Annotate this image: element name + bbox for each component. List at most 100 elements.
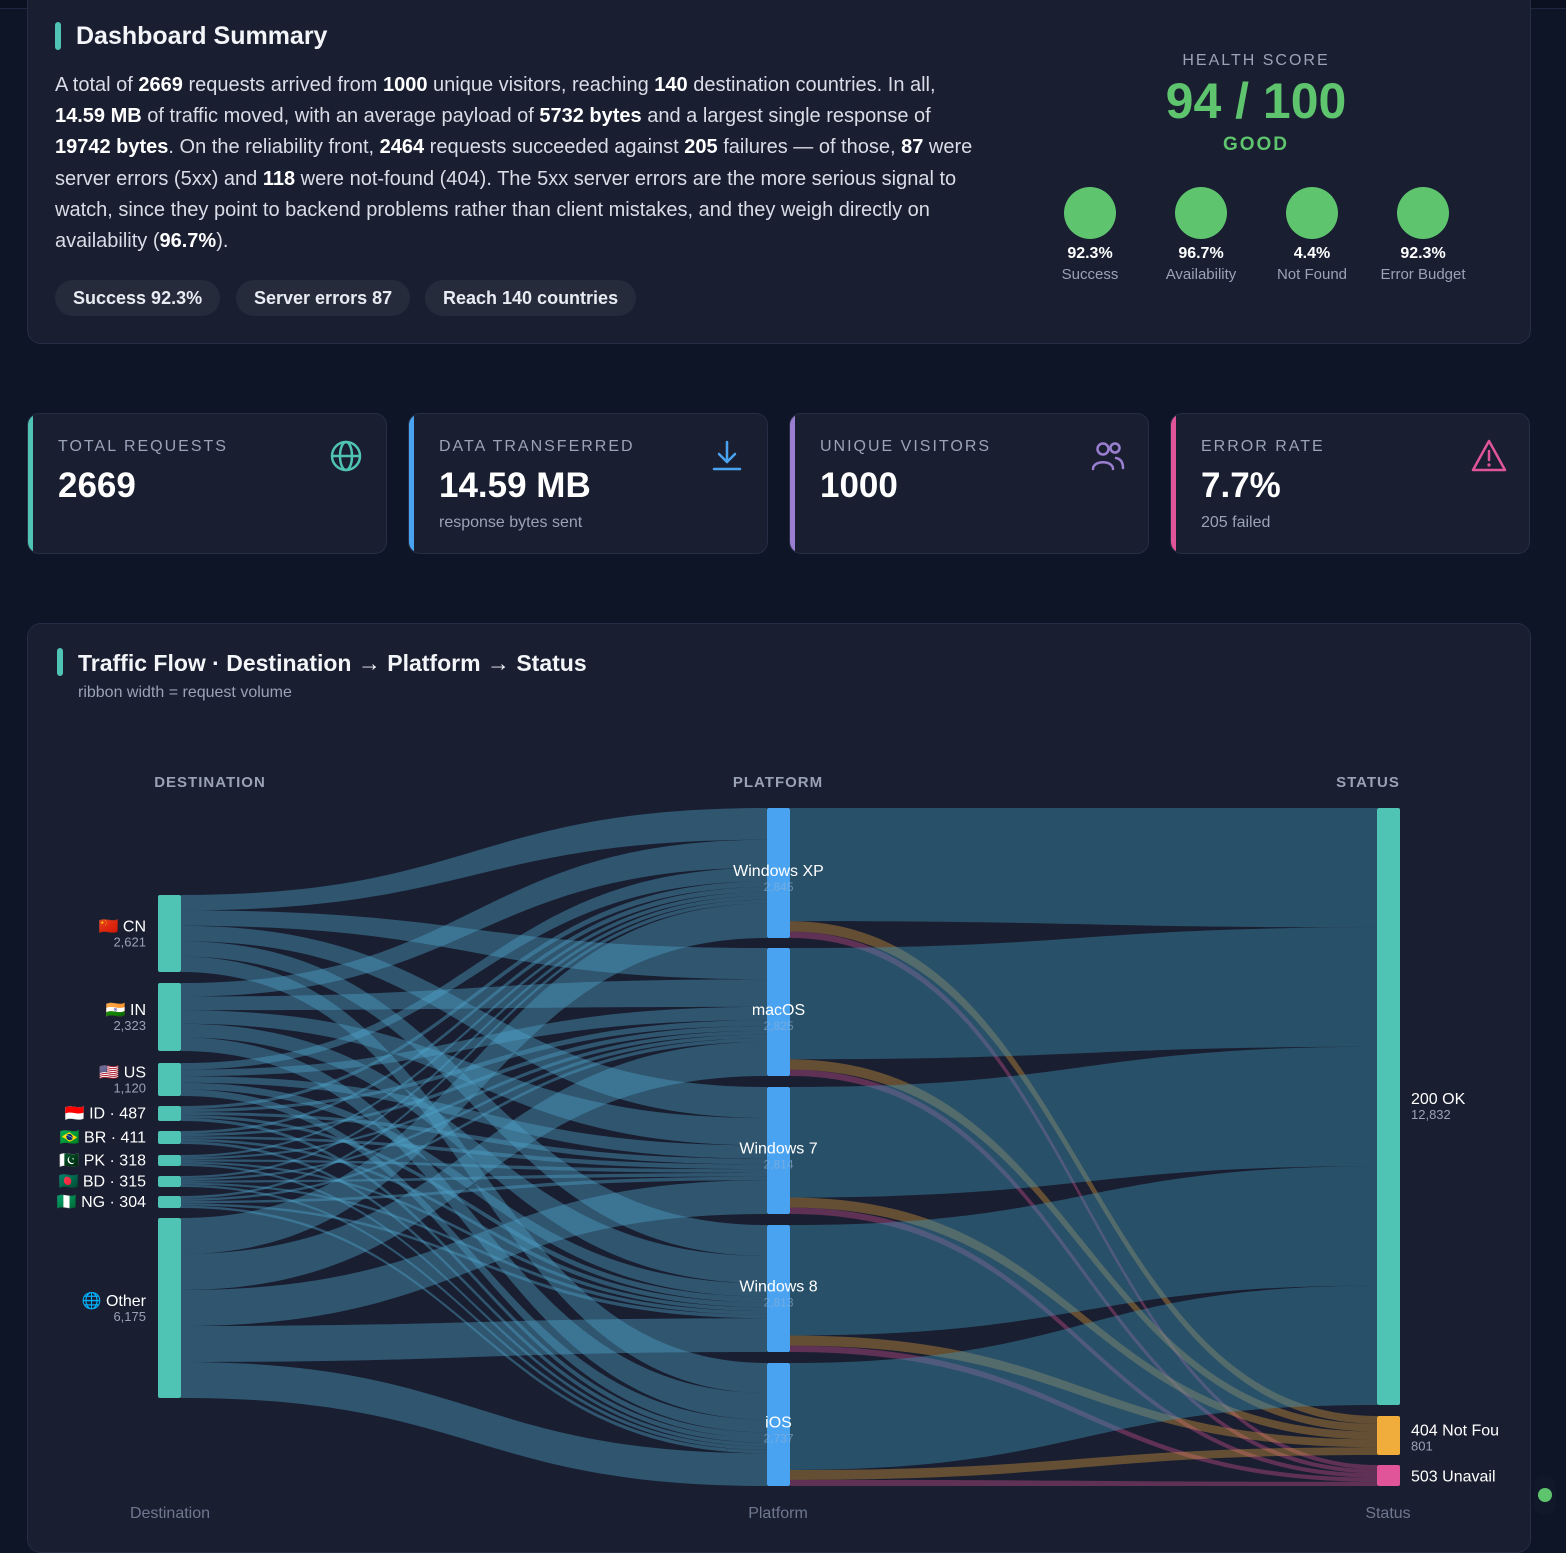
destination-node[interactable] [158,1131,181,1144]
destination-value: 2,621 [113,935,146,950]
flow-ribbon [181,892,767,1158]
column-header: DESTINATION [154,774,266,791]
flow-ribbon [181,1037,767,1420]
card-error-rate: ERROR RATE 7.7% 205 failed [1170,413,1530,554]
gauge-value: 92.3% [1067,245,1113,262]
summary-highlight: 118 [262,167,296,190]
status-indicator-icon [1538,1488,1552,1502]
card-value: 7.7% [1201,466,1281,505]
card-sub: response bytes sent [439,514,583,531]
gauge-not-found: 4.4% Not Found [1257,187,1367,283]
axis-label: Status [1365,1505,1410,1522]
flow-ribbon [790,1046,1377,1198]
destination-node[interactable] [158,1176,181,1187]
platform-node[interactable] [767,1087,790,1214]
card-accent [28,414,33,553]
summary-title: Dashboard Summary [76,22,328,50]
summary-segment: failures — of those, [717,136,902,159]
summary-highlight: 14.59 MB [55,105,142,128]
platform-value: 2,814 [763,1158,793,1172]
pill-success: Success 92.3% [55,280,221,316]
destination-label: 🇳🇬 NG · 304 [57,1193,146,1211]
flow-ribbon [181,867,767,1070]
card-label: ERROR RATE [1201,438,1325,455]
card-label: UNIQUE VISITORS [820,438,992,455]
platform-node[interactable] [767,808,790,938]
flow-ribbon [181,925,767,1118]
destination-node[interactable] [158,1218,181,1398]
flow-ribbon [181,1138,767,1308]
flow-accent-bar [57,648,63,676]
platform-node[interactable] [767,948,790,1076]
gauge-dot [1064,187,1116,239]
warning-icon [1471,439,1507,472]
platform-node[interactable] [767,1225,790,1352]
flow-ribbon [790,931,1377,1470]
flow-ribbon [790,1197,1377,1440]
status-label: 404 Not Fou [1411,1423,1499,1440]
platform-label: macOS [752,1002,805,1019]
status-value: 12,832 [1411,1107,1451,1122]
flow-ribbon [181,1034,767,1181]
destination-node[interactable] [158,1155,181,1166]
destination-label: 🇵🇰 PK · 318 [59,1152,146,1170]
card-accent [409,414,414,553]
status-node[interactable] [1377,1465,1400,1486]
destination-label: 🇺🇸 US [99,1064,146,1082]
destination-node[interactable] [158,895,181,972]
flow-ribbon [181,1030,767,1160]
globe-icon [330,440,362,472]
destination-value: 1,120 [113,1081,146,1096]
platform-node[interactable] [767,1363,790,1486]
status-label: 200 OK [1411,1091,1466,1108]
flow-ribbon [790,1069,1377,1474]
flow-ribbon [181,1184,767,1450]
axis-label: Destination [130,1505,210,1522]
status-node[interactable] [1377,808,1400,1405]
destination-label: 🇮🇳 IN [106,1001,146,1019]
flow-ribbon [790,1345,1377,1482]
card-total-requests: TOTAL REQUESTS 2669 [27,413,387,554]
platform-value: 2,825 [763,1019,793,1033]
destination-node[interactable] [158,1063,181,1096]
summary-accent-bar [55,22,61,50]
card-unique-visitors: UNIQUE VISITORS 1000 [789,413,1149,554]
flow-ribbon [181,1115,767,1303]
gauge-label: Error Budget [1380,266,1466,283]
card-data-transferred: DATA TRANSFERRED 14.59 MB response bytes… [408,413,768,554]
platform-label: iOS [765,1415,792,1432]
flow-ribbon [181,1112,767,1165]
gauge-label: Availability [1165,266,1237,283]
destination-node[interactable] [158,1106,181,1121]
flow-ribbon [790,1335,1377,1448]
summary-segment: . On the reliability front, [168,136,380,159]
destination-node[interactable] [158,983,181,1051]
destination-label: 🇮🇩 ID · 487 [65,1105,146,1123]
column-header: PLATFORM [733,774,823,791]
pill-reach: Reach 140 countries [425,280,637,316]
platform-value: 2,845 [763,880,793,894]
summary-highlight: 2669 [138,74,183,96]
axis-label: Platform [748,1505,808,1522]
status-label: 503 Unavail [1411,1469,1496,1486]
flow-ribbon [181,903,767,1254]
status-value: 801 [1411,1439,1433,1454]
gauge-value: 96.7% [1178,245,1224,262]
gauge-success: 92.3% Success [1035,187,1145,283]
flow-ribbon [790,1207,1377,1478]
summary-segment: destination countries. In all, [687,74,936,96]
flow-ribbon [181,979,767,1011]
health-score-label: HEALTH SCORE [1182,52,1330,69]
gauge-dot [1397,187,1449,239]
destination-label: 🇨🇳 CN [99,918,146,936]
flow-ribbon [181,1082,767,1297]
platform-value: 2,737 [763,1432,793,1446]
status-node[interactable] [1377,1416,1400,1455]
flow-ribbon [181,1038,767,1201]
card-accent [1171,414,1176,553]
destination-node[interactable] [158,1196,181,1208]
flow-ribbon [181,896,767,1179]
summary-highlight: 2464 [379,136,425,159]
flow-ribbon [181,839,767,997]
flow-ribbon [790,1285,1377,1471]
